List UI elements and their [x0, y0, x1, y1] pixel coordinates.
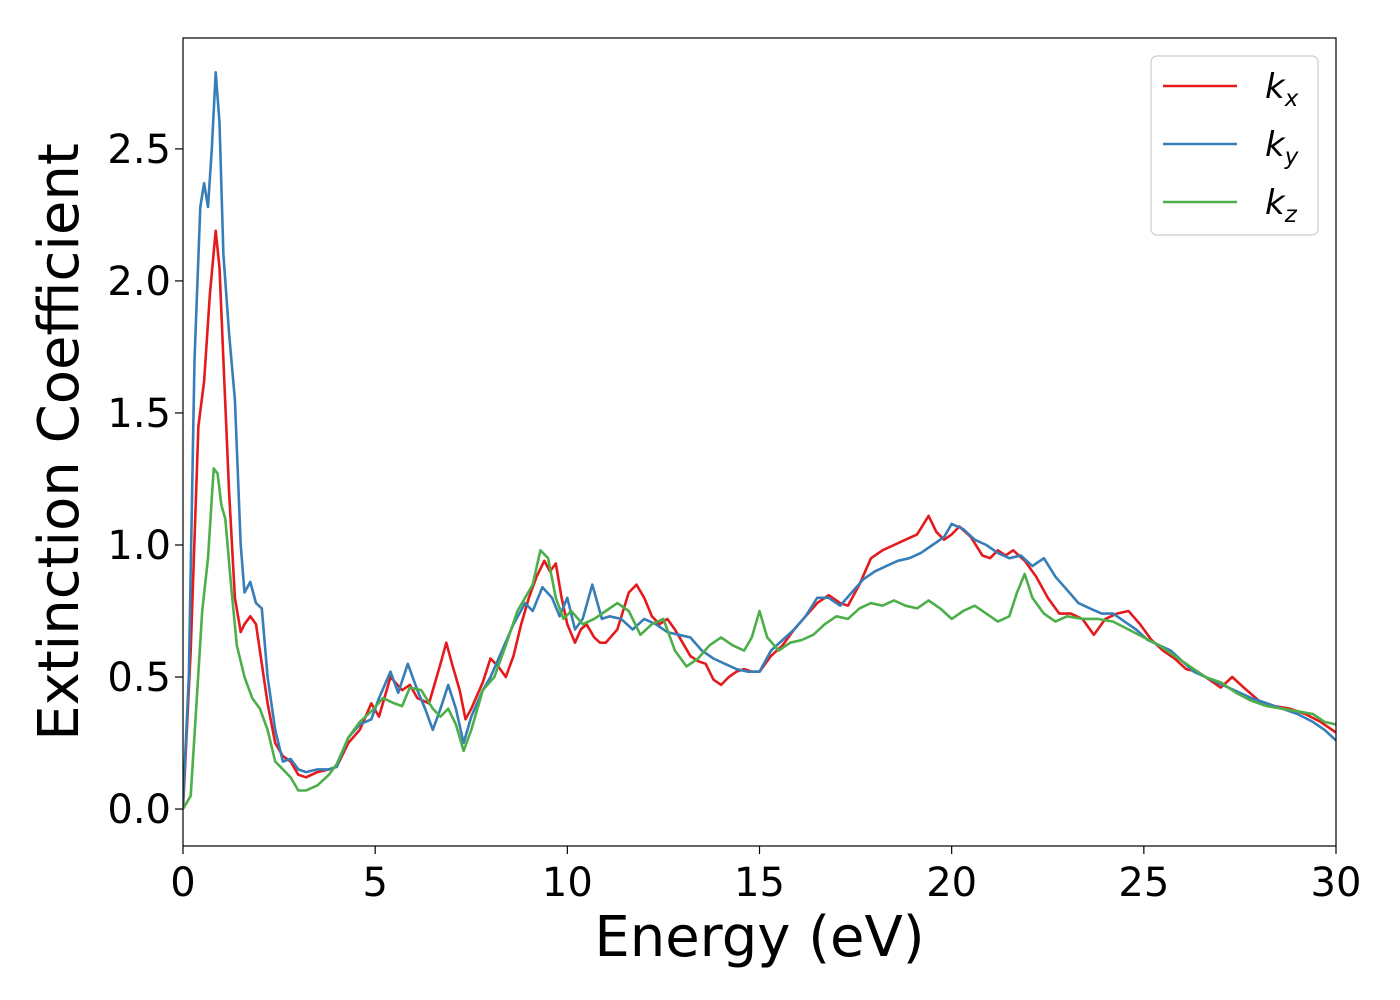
series-layer	[183, 71, 1336, 810]
y-tick-label: 2.5	[107, 127, 171, 173]
x-axis: 0 5 10 15 20 25 30	[170, 846, 1361, 906]
x-tick-label: 30	[1311, 860, 1362, 906]
y-tick-label: 0.0	[107, 787, 171, 833]
x-tick-label: 20	[926, 860, 977, 906]
y-tick-label: 0.5	[107, 655, 171, 701]
legend-label: ky	[1265, 125, 1299, 170]
legend-label: kx	[1265, 67, 1299, 112]
x-tick-label: 5	[362, 860, 387, 906]
x-tick-label: 15	[734, 860, 785, 906]
series-line-kz	[183, 467, 1336, 810]
x-tick-label: 10	[542, 860, 593, 906]
y-tick-label: 1.5	[107, 391, 171, 437]
y-axis-title: Extinction Coefficient	[27, 143, 92, 741]
legend: kx ky kz	[1150, 55, 1319, 236]
y-tick-label: 1.0	[107, 523, 171, 569]
y-tick-label: 2.0	[107, 259, 171, 305]
series-line-ky	[183, 71, 1336, 804]
x-axis-title: Energy (eV)	[594, 905, 924, 970]
x-tick-label: 25	[1118, 860, 1169, 906]
legend-label: kz	[1265, 183, 1298, 228]
x-tick-label: 0	[170, 860, 195, 906]
series-line-kx	[183, 229, 1336, 810]
y-axis: 0.0 0.5 1.0 1.5 2.0 2.5	[107, 127, 183, 833]
legend-box	[1150, 55, 1319, 236]
